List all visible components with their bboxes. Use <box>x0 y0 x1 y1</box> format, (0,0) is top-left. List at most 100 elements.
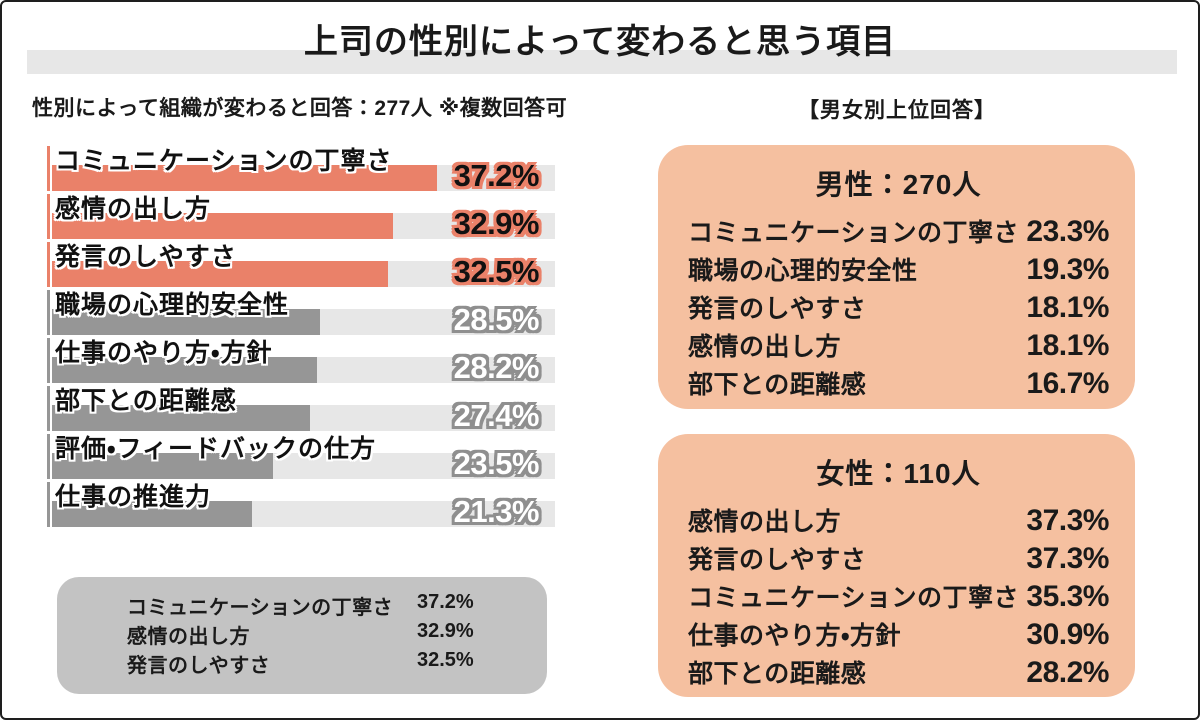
gender-row: 職場の心理的安全性 19.3% <box>688 251 1109 289</box>
gender-row-label: 部下との距離感 <box>688 371 867 399</box>
gender-row-value: 37.3% <box>1026 542 1109 575</box>
bar-row: 仕事の推進力 21.3% <box>47 481 555 529</box>
gender-row: 感情の出し方 37.3% <box>688 502 1109 540</box>
gender-row-label: 感情の出し方 <box>688 508 842 536</box>
bar-row: 仕事のやり方・方針 28.2% <box>47 337 555 385</box>
gender-row: 発言のしやすさ 37.3% <box>688 540 1109 578</box>
bar-value-label: 23.5% <box>453 446 540 481</box>
bar-fill <box>52 213 393 239</box>
bar-fill <box>52 405 310 431</box>
gender-row-value: 37.3% <box>1026 504 1109 537</box>
gender-row-label: 仕事のやり方・方針 <box>688 622 902 650</box>
bar-track <box>52 501 555 527</box>
gender-row-label: コミュニケーションの丁寧さ <box>688 219 1020 247</box>
title-highlight-band <box>27 50 1177 74</box>
gender-row-value: 30.9% <box>1026 618 1109 651</box>
summary-label: 感情の出し方 <box>127 626 250 648</box>
bar-left-tick <box>47 146 50 191</box>
bar-left-tick <box>47 482 50 527</box>
summary-row: コミュニケーションの丁寧さ 37.2% <box>57 591 547 620</box>
bar-value-label: 28.2% <box>453 350 540 385</box>
gender-row-label: 部下との距離感 <box>688 660 867 688</box>
gender-row-value: 28.2% <box>1026 656 1109 689</box>
bar-row: 職場の心理的安全性 28.5% <box>47 289 555 337</box>
gender-row: 部下との距離感 28.2% <box>688 654 1109 692</box>
bar-fill <box>52 309 320 335</box>
bar-category-label: 職場の心理的安全性 <box>55 291 290 319</box>
summary-row: 発言のしやすさ 32.5% <box>57 649 547 678</box>
top3-summary-box: コミュニケーションの丁寧さ 37.2% 感情の出し方 32.9% 発言のしやすさ… <box>57 577 547 694</box>
gender-row-label: 発言のしやすさ <box>688 546 867 574</box>
survey-note: 性別によって組織が変わると回答：277人 ※複数回答可 <box>32 97 568 120</box>
gender-row-value: 18.1% <box>1026 291 1109 324</box>
bar-fill <box>52 165 437 191</box>
bar-value-label: 32.9% <box>453 206 540 241</box>
gender-row: コミュニケーションの丁寧さ 35.3% <box>688 578 1109 616</box>
bar-track <box>52 309 555 335</box>
gender-row: コミュニケーションの丁寧さ 23.3% <box>688 213 1109 251</box>
gender-row-value: 23.3% <box>1026 215 1109 248</box>
gender-row-value: 16.7% <box>1026 367 1109 400</box>
gender-row-label: 発言のしやすさ <box>688 295 867 323</box>
female-box-rows: 感情の出し方 37.3% 発言のしやすさ 37.3% コミュニケーションの丁寧さ… <box>688 502 1109 692</box>
bar-left-tick <box>47 290 50 335</box>
bar-track <box>52 213 555 239</box>
bar-track <box>52 261 555 287</box>
bar-category-label: 仕事の推進力 <box>55 483 212 511</box>
gender-row-value: 19.3% <box>1026 253 1109 286</box>
bar-left-tick <box>47 242 50 287</box>
bar-track <box>52 453 555 479</box>
female-answers-box: 女性：110人 感情の出し方 37.3% 発言のしやすさ 37.3% コミュニケ… <box>658 434 1135 697</box>
bar-category-label: 発言のしやすさ <box>55 243 237 271</box>
bar-category-label: 仕事のやり方・方針 <box>55 339 273 367</box>
bar-fill <box>52 261 388 287</box>
bar-value-label: 21.3% <box>453 494 540 529</box>
summary-value: 32.9% <box>417 620 474 642</box>
gender-row-value: 35.3% <box>1026 580 1109 613</box>
bar-chart: コミュニケーションの丁寧さ 37.2% 感情の出し方 32.9% 発言のしやすさ… <box>47 145 555 529</box>
male-box-title: 男性：270人 <box>815 169 982 200</box>
bar-row: コミュニケーションの丁寧さ 37.2% <box>47 145 555 193</box>
page-title: 上司の性別によって変わると思う項目 <box>303 23 897 61</box>
gender-row-label: 職場の心理的安全性 <box>688 257 918 285</box>
bar-track <box>52 165 555 191</box>
bar-left-tick <box>47 194 50 239</box>
gender-row-label: 感情の出し方 <box>688 333 842 361</box>
summary-label: コミュニケーションの丁寧さ <box>127 597 394 619</box>
summary-row: 感情の出し方 32.9% <box>57 620 547 649</box>
bar-category-label: 部下との距離感 <box>55 387 237 415</box>
bar-row: 評価・フィードバックの仕方 23.5% <box>47 433 555 481</box>
bar-category-label: 感情の出し方 <box>55 195 212 223</box>
bar-left-tick <box>47 434 50 479</box>
gender-row-label: コミュニケーションの丁寧さ <box>688 584 1020 612</box>
bar-row: 発言のしやすさ 32.5% <box>47 241 555 289</box>
bar-category-label: コミュニケーションの丁寧さ <box>55 147 393 175</box>
bar-fill <box>52 357 317 383</box>
female-box-title: 女性：110人 <box>816 458 981 489</box>
bar-fill <box>52 501 252 527</box>
summary-value: 37.2% <box>417 591 474 613</box>
bar-category-label: 評価・フィードバックの仕方 <box>55 435 377 463</box>
bar-fill <box>52 453 273 479</box>
summary-label: 発言のしやすさ <box>127 655 271 677</box>
bar-value-label: 32.5% <box>453 254 540 289</box>
gender-row-value: 18.1% <box>1026 329 1109 362</box>
bar-track <box>52 405 555 431</box>
bar-track <box>52 357 555 383</box>
gender-row: 仕事のやり方・方針 30.9% <box>688 616 1109 654</box>
bar-value-label: 28.5% <box>453 302 540 337</box>
male-box-rows: コミュニケーションの丁寧さ 23.3% 職場の心理的安全性 19.3% 発言のし… <box>688 213 1109 403</box>
bar-left-tick <box>47 386 50 431</box>
summary-value: 32.5% <box>417 649 474 671</box>
bar-value-label: 27.4% <box>453 398 540 433</box>
gender-section-header: 【男女別上位回答】 <box>798 99 996 122</box>
bar-row: 感情の出し方 32.9% <box>47 193 555 241</box>
bar-value-label: 37.2% <box>453 158 540 193</box>
gender-row: 発言のしやすさ 18.1% <box>688 289 1109 327</box>
male-answers-box: 男性：270人 コミュニケーションの丁寧さ 23.3% 職場の心理的安全性 19… <box>658 145 1135 409</box>
bar-row: 部下との距離感 27.4% <box>47 385 555 433</box>
gender-row: 感情の出し方 18.1% <box>688 327 1109 365</box>
gender-row: 部下との距離感 16.7% <box>688 365 1109 403</box>
bar-left-tick <box>47 338 50 383</box>
